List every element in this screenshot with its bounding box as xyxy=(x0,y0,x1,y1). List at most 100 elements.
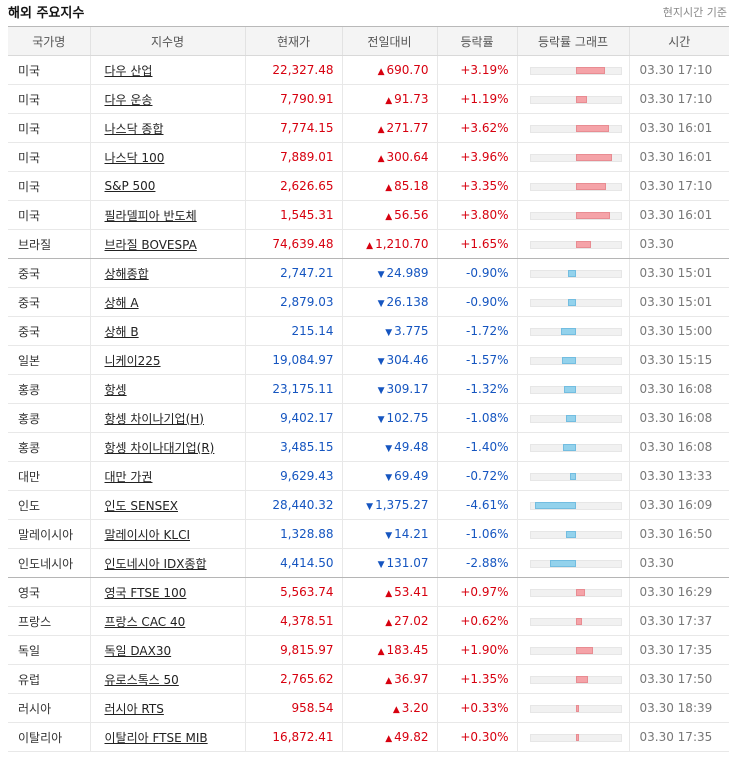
current-price: 9,629.43 xyxy=(280,469,334,483)
table-row: 러시아 러시아 RTS 958.54 ▲ 3.20 +0.33% 03.30 18:39 xyxy=(8,693,729,723)
change-value: 56.56 xyxy=(394,208,429,222)
change-value: 102.75 xyxy=(386,411,429,425)
index-link[interactable]: 인도네시아 IDX종합 xyxy=(104,556,207,571)
price-cell: 16,872.41 xyxy=(244,722,342,752)
triangle-down-icon: ▼ xyxy=(377,415,385,425)
change-cell: ▲ 690.70 xyxy=(341,55,437,85)
rate-bar-track xyxy=(529,328,622,336)
time-cell: 03.30 16:09 xyxy=(628,490,729,520)
price-cell: 74,639.48 xyxy=(244,229,342,259)
rate-bar xyxy=(567,270,576,277)
rate-graph-cell xyxy=(516,722,629,752)
index-link[interactable]: 다우 운송 xyxy=(104,92,153,107)
index-link[interactable]: 다우 산업 xyxy=(104,63,153,78)
change-rate: -1.57% xyxy=(466,353,509,367)
rate-cell: +1.35% xyxy=(436,664,517,694)
index-name-cell: 말레이시아 KLCI xyxy=(89,519,245,549)
rate-bar-track xyxy=(529,531,622,539)
country-cell: 중국 xyxy=(8,287,90,317)
price-cell: 7,774.15 xyxy=(244,113,342,143)
index-link[interactable]: 대만 가권 xyxy=(104,469,153,484)
rate-cell: -1.57% xyxy=(436,345,517,375)
index-link[interactable]: 항셍 xyxy=(104,382,127,397)
price-cell: 4,378.51 xyxy=(244,606,342,636)
col-header-index-name: 지수명 xyxy=(89,26,245,56)
index-link[interactable]: 인도 SENSEX xyxy=(104,498,179,513)
current-price: 9,402.17 xyxy=(280,411,334,425)
price-cell: 28,440.32 xyxy=(244,490,342,520)
rate-cell: -0.72% xyxy=(436,461,517,491)
country-name: 홍콩 xyxy=(18,411,41,426)
index-name-cell: 필라델피아 반도체 xyxy=(89,200,245,230)
index-link[interactable]: 독일 DAX30 xyxy=(104,643,172,658)
index-link[interactable]: 니케이225 xyxy=(104,353,161,368)
country-name: 미국 xyxy=(18,121,41,136)
index-link[interactable]: 말레이시아 KLCI xyxy=(104,527,191,542)
index-link[interactable]: 나스닥 100 xyxy=(104,150,165,165)
table-row: 홍콩 항셍 차이나기업(H) 9,402.17 ▼ 102.75 -1.08% 03.30 … xyxy=(8,403,729,433)
index-link[interactable]: 상해종합 xyxy=(104,266,149,281)
index-link[interactable]: 영국 FTSE 100 xyxy=(104,585,187,600)
rate-bar-track xyxy=(529,183,622,191)
change-value: 49.48 xyxy=(394,440,429,454)
index-link[interactable]: 러시아 RTS xyxy=(104,701,164,716)
rate-cell: -1.06% xyxy=(436,519,517,549)
index-link[interactable]: 나스닥 종합 xyxy=(104,121,164,136)
index-name-cell: 상해 A xyxy=(89,287,245,317)
table-row: 인도 인도 SENSEX 28,440.32 ▼ 1,375.27 -4.61% 03.30… xyxy=(8,490,729,520)
timestamp: 03.30 16:50 xyxy=(639,527,713,541)
price-cell: 2,765.62 xyxy=(244,664,342,694)
section-header: 해외 주요지수 현지시간 기준 xyxy=(0,0,731,22)
country-cell: 인도 xyxy=(8,490,90,520)
change-rate: +1.90% xyxy=(460,643,509,657)
index-link[interactable]: 프랑스 CAC 40 xyxy=(104,614,186,629)
timestamp: 03.30 15:15 xyxy=(639,353,713,367)
rate-bar-track xyxy=(529,734,622,742)
change-rate: -4.61% xyxy=(466,498,509,512)
table-row: 독일 독일 DAX30 9,815.97 ▲ 183.45 +1.90% 03.30 17:… xyxy=(8,635,729,665)
index-link[interactable]: 항셍 차이나기업(H) xyxy=(104,411,204,426)
change-cell: ▲ 27.02 xyxy=(341,606,437,636)
index-link[interactable]: 상해 A xyxy=(104,295,139,310)
index-link[interactable]: 유로스톡스 50 xyxy=(104,672,179,687)
change-cell: ▼ 1,375.27 xyxy=(341,490,437,520)
table-row: 중국 상해 B 215.14 ▼ 3.775 -1.72% 03.30 15:00 xyxy=(8,316,729,346)
table-row: 일본 니케이225 19,084.97 ▼ 304.46 -1.57% 03.30 15:1… xyxy=(8,345,729,375)
table-row: 이탈리아 이탈리아 FTSE MIB 16,872.41 ▲ 49.82 +0.30% 03… xyxy=(8,722,729,752)
col-header-change: 전일대비 xyxy=(341,26,437,56)
timestamp: 03.30 17:50 xyxy=(639,672,713,686)
change-rate: +3.80% xyxy=(460,208,509,222)
table-header-row: 국가명 지수명 현재가 전일대비 등락률 등락률 그래프 시간 xyxy=(8,26,729,56)
change-value: 36.97 xyxy=(394,672,429,686)
price-cell: 1,545.31 xyxy=(244,200,342,230)
rate-bar xyxy=(575,183,606,190)
current-price: 22,327.48 xyxy=(272,63,334,77)
col-header-country: 국가명 xyxy=(8,26,90,56)
index-link[interactable]: 브라질 BOVESPA xyxy=(104,237,197,252)
change-rate: +3.35% xyxy=(460,179,509,193)
col-header-rate: 등락률 xyxy=(436,26,517,56)
change-value: 3.775 xyxy=(394,324,429,338)
index-link[interactable]: S&P 500 xyxy=(104,179,156,193)
index-link[interactable]: 상해 B xyxy=(104,324,139,339)
index-link[interactable]: 이탈리아 FTSE MIB xyxy=(104,730,208,745)
time-cell: 03.30 13:33 xyxy=(628,461,729,491)
index-link[interactable]: 필라델피아 반도체 xyxy=(104,208,197,223)
country-cell: 홍콩 xyxy=(8,432,90,462)
rate-graph-cell xyxy=(516,432,629,462)
rate-graph-cell xyxy=(516,287,629,317)
rate-bar xyxy=(534,502,576,509)
change-rate: -1.08% xyxy=(466,411,509,425)
timestamp: 03.30 16:08 xyxy=(639,411,713,425)
time-cell: 03.30 16:50 xyxy=(628,519,729,549)
price-cell: 22,327.48 xyxy=(244,55,342,85)
time-cell: 03.30 16:29 xyxy=(628,577,729,607)
indices-table: 국가명 지수명 현재가 전일대비 등락률 등락률 그래프 시간 미국 다우 산업 2… xyxy=(8,26,729,752)
table-row: 미국 나스닥 종합 7,774.15 ▲ 271.77 +3.62% 03.30 16:01 xyxy=(8,113,729,143)
rate-bar-track xyxy=(529,125,622,133)
table-row: 미국 다우 운송 7,790.91 ▲ 91.73 +1.19% 03.30 17:10 xyxy=(8,84,729,114)
index-link[interactable]: 항셍 차이나대기업(R) xyxy=(104,440,215,455)
change-rate: -2.88% xyxy=(466,556,509,570)
time-cell: 03.30 17:35 xyxy=(628,722,729,752)
rate-graph-cell xyxy=(516,664,629,694)
